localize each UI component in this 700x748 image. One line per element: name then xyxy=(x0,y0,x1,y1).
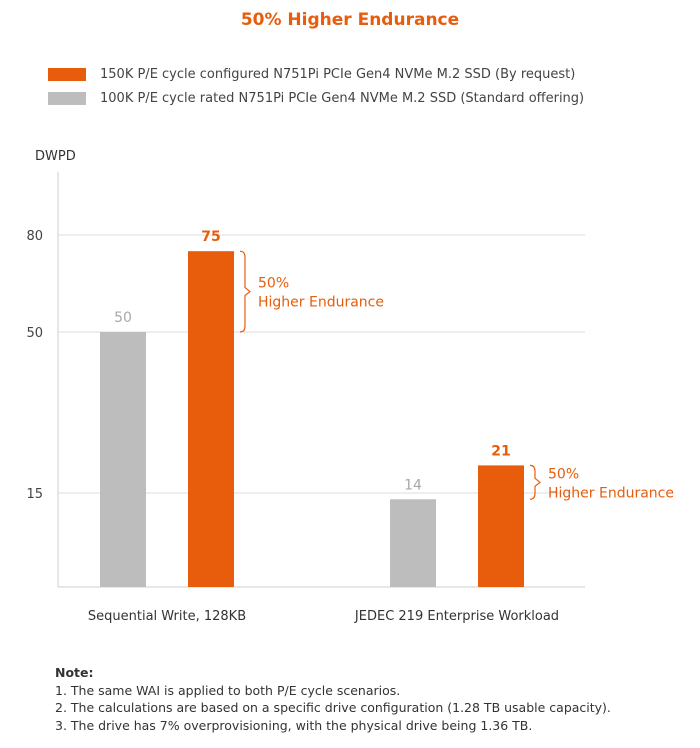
y-tick-label: 15 xyxy=(26,487,43,502)
bar-value-label: 21 xyxy=(491,443,510,459)
bar-chart: DWPD 15 50 80 50 75 Sequential Write, 128KB 14 2… xyxy=(26,149,674,624)
bar-value-label: 50 xyxy=(114,310,132,326)
chart-title: 50% Higher Endurance xyxy=(240,10,460,30)
legend-label-100k: 100K P/E cycle rated N751Pi PCIe Gen4 NV… xyxy=(100,90,585,106)
annotation-bracket xyxy=(529,464,541,500)
y-tick-label: 50 xyxy=(26,326,43,341)
legend-label-150k: 150K P/E cycle configured N751Pi PCIe Ge… xyxy=(100,66,576,82)
bar xyxy=(100,332,146,587)
annotation-text: Higher Endurance xyxy=(258,295,384,311)
legend-item-100k: 100K P/E cycle rated N751Pi PCIe Gen4 NV… xyxy=(48,86,584,110)
legend-swatch-150k xyxy=(48,67,86,81)
note-item: 1. The same WAI is applied to both P/E c… xyxy=(55,682,401,698)
bar xyxy=(390,499,436,587)
note-item: 2. The calculations are based on a speci… xyxy=(55,700,611,715)
x-tick-label: Sequential Write, 128KB xyxy=(88,609,246,624)
bar-value-label: 14 xyxy=(404,477,422,493)
y-axis-label: DWPD xyxy=(35,149,76,164)
bar-value-label: 75 xyxy=(201,229,220,245)
bar xyxy=(188,251,234,587)
legend-swatch-100k xyxy=(48,91,86,105)
legend-item-150k: 150K P/E cycle configured N751Pi PCIe Ge… xyxy=(48,62,584,86)
notes-heading: Note: xyxy=(55,665,94,680)
legend: 150K P/E cycle configured N751Pi PCIe Ge… xyxy=(48,62,584,110)
annotation-bracket xyxy=(239,250,251,333)
notes: Note: 1. The same WAI is applied to both… xyxy=(55,664,611,734)
y-tick-label: 80 xyxy=(26,229,43,244)
note-item: 3. The drive has 7% overprovisioning, wi… xyxy=(55,717,533,733)
annotation-text: 50% xyxy=(258,276,289,292)
bar xyxy=(478,465,524,587)
x-tick-label: JEDEC 219 Enterprise Workload xyxy=(354,609,559,624)
annotation-text: 50% xyxy=(548,466,579,482)
annotation-text: Higher Endurance xyxy=(548,485,674,501)
